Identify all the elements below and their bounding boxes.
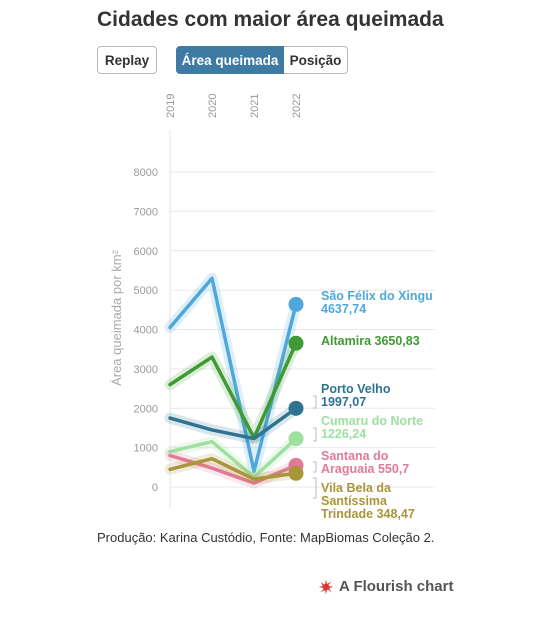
y-tick-label: 8000 bbox=[134, 167, 158, 179]
label-connector bbox=[313, 427, 317, 442]
y-tick-label: 3000 bbox=[134, 364, 158, 376]
replay-button[interactable]: Replay bbox=[97, 46, 157, 74]
y-tick-label: 7000 bbox=[134, 206, 158, 218]
series-end-label: Cumaru do Norte 1226,24 bbox=[321, 414, 423, 441]
series-line[interactable] bbox=[168, 436, 298, 479]
series-line[interactable] bbox=[168, 406, 298, 441]
flourish-credit[interactable]: A Flourish chart bbox=[318, 578, 453, 595]
y-tick-label: 4000 bbox=[134, 325, 158, 337]
x-tick-label: 2020 bbox=[207, 94, 219, 118]
series-line[interactable] bbox=[168, 341, 298, 440]
label-connector bbox=[313, 395, 317, 409]
series-end-point[interactable] bbox=[288, 400, 304, 416]
series-line[interactable] bbox=[168, 453, 298, 485]
chart-title: Cidades com maior área queimada bbox=[97, 8, 444, 31]
series-end-point[interactable] bbox=[288, 296, 304, 312]
series-end-label: Vila Bela da Santíssima Trindade 348,47 bbox=[321, 481, 415, 520]
line-chart: 0 1000 2000 3000 4000 5000 6000 7000 8000 Área qu… bbox=[109, 94, 435, 520]
y-axis-title: Área queimada por km² bbox=[109, 249, 124, 386]
series-end-label: Altamira 3650,83 bbox=[321, 334, 420, 348]
flourish-credit-text: A Flourish chart bbox=[339, 578, 454, 595]
tab-area-queimada[interactable]: Área queimada bbox=[176, 46, 284, 74]
series-end-label: São Félix do Xingu 4637,74 bbox=[321, 289, 433, 316]
series-end-point[interactable] bbox=[288, 465, 304, 481]
x-tick-label: 2019 bbox=[165, 94, 177, 118]
series-line[interactable] bbox=[168, 456, 298, 481]
label-connector bbox=[313, 477, 317, 499]
series-end-point[interactable] bbox=[288, 431, 304, 447]
y-tick-label: 6000 bbox=[134, 246, 158, 258]
series-end-label: Porto Velho 1997,07 bbox=[321, 382, 391, 409]
y-tick-label: 0 bbox=[152, 482, 158, 494]
y-tick-label: 2000 bbox=[134, 403, 158, 415]
footer-credits: Produção: Karina Custódio, Fonte: MapBio… bbox=[97, 530, 435, 545]
y-tick-label: 5000 bbox=[134, 285, 158, 297]
series-end-label: Santana do Araguaia 550,7 bbox=[321, 449, 409, 476]
series-end-point[interactable] bbox=[288, 335, 304, 351]
x-tick-label: 2022 bbox=[291, 94, 303, 118]
y-tick-label: 1000 bbox=[134, 443, 158, 455]
label-connector bbox=[313, 461, 317, 473]
x-tick-label: 2021 bbox=[249, 94, 261, 118]
flourish-logo-icon bbox=[318, 579, 334, 594]
tab-posicao[interactable]: Posição bbox=[284, 46, 348, 74]
